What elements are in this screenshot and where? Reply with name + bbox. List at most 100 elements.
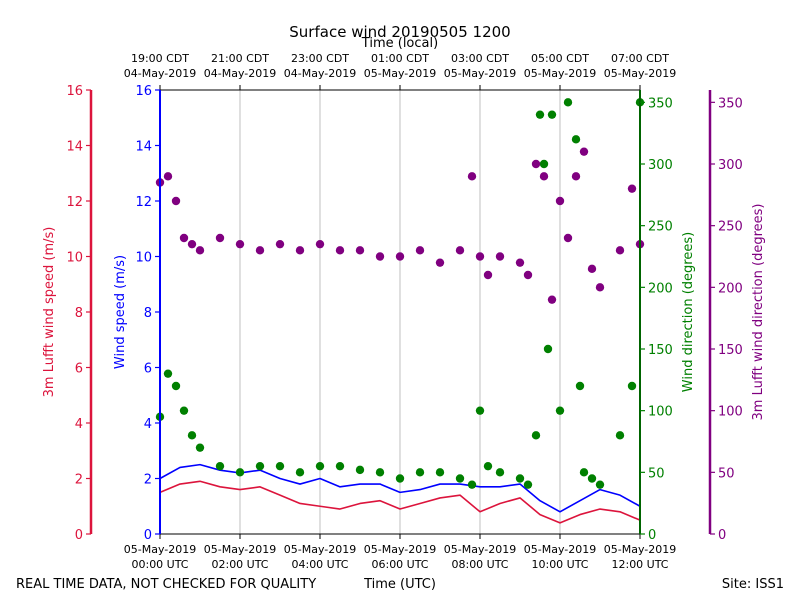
data-point: [531, 159, 541, 169]
data-point: [179, 406, 189, 415]
wind-direction-tick-label: 250: [648, 220, 673, 235]
data-point: [515, 474, 525, 483]
data-point: [435, 468, 445, 477]
data-point: [255, 246, 265, 255]
data-point: [515, 258, 525, 267]
lufft-speed-tick-label: 10: [66, 251, 83, 266]
wind-direction-axis-label: Wind direction (degrees): [681, 232, 696, 392]
data-point: [555, 406, 565, 415]
data-point: [547, 110, 557, 119]
wind-direction-tick-label: 300: [648, 158, 673, 173]
x-tick-label: 02:00 UTC: [211, 558, 268, 571]
data-point: [539, 172, 549, 181]
data-point: [187, 431, 197, 440]
data-point: [523, 270, 533, 280]
top-x-tick-label: 04-May-2019: [284, 67, 356, 80]
data-point: [435, 258, 445, 267]
data-point: [595, 480, 605, 489]
data-point: [163, 369, 173, 378]
top-x-tick-label: 07:00 CDT: [611, 52, 669, 65]
data-point: [235, 239, 245, 249]
wind-direction-tick-label: 50: [648, 466, 665, 481]
data-point: [563, 98, 573, 107]
top-x-tick-label: 03:00 CDT: [451, 52, 509, 65]
data-point: [215, 461, 225, 471]
x-tick-label: 12:00 UTC: [611, 558, 668, 571]
x-tick-label: 10:00 UTC: [531, 558, 588, 571]
top-x-tick-label: 04-May-2019: [124, 67, 196, 80]
data-point: [495, 468, 505, 477]
data-point: [171, 196, 181, 206]
data-point: [483, 270, 493, 280]
lufft-speed-tick-label: 0: [75, 528, 83, 543]
wind-direction-tick-label: 150: [648, 343, 673, 358]
series-layer: [155, 98, 645, 524]
wind-direction-tick-label: 200: [648, 281, 673, 296]
wind-speed-tick-label: 2: [144, 473, 152, 488]
data-point: [587, 474, 597, 483]
lufft-direction-tick-label: 100: [718, 405, 743, 420]
x-tick-label: 05-May-2019: [604, 543, 676, 556]
top-x-tick-label: 05-May-2019: [604, 67, 676, 80]
data-point: [523, 480, 533, 489]
grid-lines: [239, 90, 561, 534]
top-x-tick-label: 05-May-2019: [364, 67, 436, 80]
data-point: [571, 172, 581, 181]
lufft-speed-tick-label: 2: [75, 473, 83, 488]
lufft-speed-tick-label: 14: [66, 140, 83, 155]
data-point: [615, 246, 625, 255]
wind-speed-tick-label: 6: [144, 362, 152, 377]
wind-speed-tick-label: 10: [135, 251, 152, 266]
lufft-speed-tick-label: 6: [75, 362, 83, 377]
axis-ticks: 05-May-2019 00:00 UTC 05-May-2019 02:00 UTC…: [66, 52, 742, 571]
wind-direction-tick-label: 100: [648, 405, 673, 420]
data-point: [595, 283, 605, 292]
wind-speed-tick-label: 14: [135, 140, 152, 155]
data-point: [163, 172, 173, 181]
chart-title: Surface wind 20190505 1200: [289, 23, 510, 41]
top-x-tick-label: 19:00 CDT: [131, 52, 189, 65]
wind-speed-axis-label: Wind speed (m/s): [113, 255, 128, 369]
bottom-axis-label: Time (UTC): [363, 577, 436, 592]
wind-direction-tick-label: 350: [648, 96, 673, 111]
data-point: [215, 233, 225, 243]
site-label: Site: ISS1: [722, 577, 784, 592]
wind-direction-tick-label: 0: [648, 528, 656, 543]
data-point: [395, 252, 405, 261]
lufft-speed-tick-label: 8: [75, 306, 83, 321]
data-point: [535, 110, 545, 119]
x-tick-label: 05-May-2019: [204, 543, 276, 556]
data-point: [415, 468, 425, 477]
lufft-direction-tick-label: 350: [718, 96, 743, 111]
data-point: [187, 239, 197, 249]
x-tick-label: 08:00 UTC: [451, 558, 508, 571]
data-point: [455, 246, 465, 255]
data-point: [255, 461, 265, 471]
data-point: [579, 147, 589, 156]
quality-note: REAL TIME DATA, NOT CHECKED FOR QUALITY: [16, 577, 316, 592]
data-point: [295, 468, 305, 477]
top-x-tick-label: 23:00 CDT: [291, 52, 349, 65]
x-tick-label: 05-May-2019: [284, 543, 356, 556]
data-point: [575, 381, 585, 391]
data-point: [195, 246, 205, 255]
data-point: [315, 239, 325, 249]
data-point: [275, 461, 285, 471]
data-point: [335, 461, 345, 471]
data-point: [467, 172, 477, 181]
top-x-tick-label: 21:00 CDT: [211, 52, 269, 65]
top-x-tick-label: 01:00 CDT: [371, 52, 429, 65]
data-point: [627, 184, 637, 193]
data-point: [375, 468, 385, 477]
x-tick-label: 05-May-2019: [364, 543, 436, 556]
lufft-direction-tick-label: 300: [718, 158, 743, 173]
data-point: [171, 381, 181, 391]
wind-speed-tick-label: 16: [135, 84, 152, 99]
top-x-tick-label: 05-May-2019: [444, 67, 516, 80]
x-tick-label: 00:00 UTC: [131, 558, 188, 571]
data-point: [335, 246, 345, 255]
lufft-direction-tick-label: 50: [718, 466, 735, 481]
x-tick-label: 06:00 UTC: [371, 558, 428, 571]
x-tick-label: 05-May-2019: [124, 543, 196, 556]
